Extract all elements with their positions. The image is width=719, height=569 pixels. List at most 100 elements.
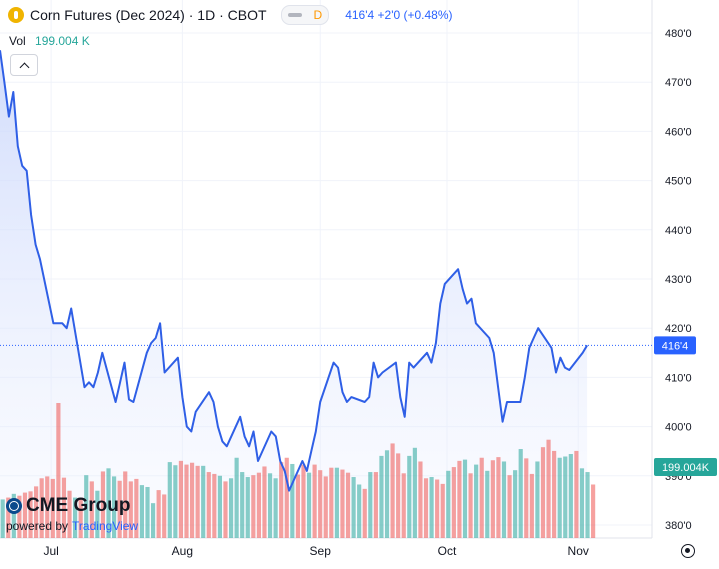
- volume-bar: [284, 457, 289, 538]
- volume-bar: [145, 486, 150, 538]
- volume-bar: [591, 484, 596, 538]
- corn-symbol-icon[interactable]: [8, 7, 24, 23]
- volume-bar: [529, 473, 534, 538]
- volume-bar: [429, 477, 434, 538]
- volume-bar: [306, 472, 312, 538]
- y-tick-label: 440'0: [665, 225, 692, 237]
- y-tick-label: 420'0: [665, 323, 692, 335]
- volume-bar: [418, 461, 423, 538]
- volume-bar: [89, 481, 94, 538]
- x-tick-label: Jul: [43, 544, 58, 558]
- volume-bar: [217, 475, 223, 538]
- volume-bar: [50, 478, 55, 538]
- last-volume-badge-text: 199.004K: [662, 462, 710, 474]
- volume-bar: [184, 464, 189, 538]
- last-volume-badge: [654, 458, 717, 476]
- volume-bar: [340, 469, 345, 538]
- volume-bar: [540, 447, 546, 538]
- x-tick-label: Sep: [310, 544, 332, 558]
- volume-value: 199.004 K: [35, 34, 90, 48]
- volume-bar: [39, 478, 44, 538]
- volume-bar: [240, 472, 245, 538]
- volume-bar: [34, 486, 39, 538]
- volume-bar: [546, 439, 551, 538]
- price-line-path: [0, 50, 588, 492]
- volume-bar: [45, 476, 50, 538]
- collapse-legend-button[interactable]: [10, 54, 38, 76]
- volume-bar: [17, 495, 22, 538]
- symbol-title[interactable]: Corn Futures (Dec 2024) · 1D · CBOT: [30, 7, 267, 23]
- volume-bar: [95, 490, 100, 538]
- volume-bar: [223, 481, 228, 538]
- volume-legend: Vol 199.004 K: [9, 34, 90, 48]
- interval-pill[interactable]: D: [280, 5, 330, 25]
- volume-bar: [11, 493, 16, 538]
- volume-bar: [73, 497, 78, 538]
- volume-bar: [507, 475, 512, 538]
- volume-bar: [279, 462, 284, 538]
- volume-bar: [373, 472, 378, 538]
- volume-bar: [490, 460, 495, 538]
- volume-bar: [267, 473, 273, 538]
- last-price-change: 416'4 +2'0 (+0.48%): [345, 8, 453, 22]
- volume-bar: [228, 478, 234, 538]
- volume-bar: [440, 483, 445, 538]
- axis-value-labels: 416'4 199.004K: [654, 336, 717, 476]
- y-axis-ticks: 380'0390'0400'0410'0420'0430'0440'0450'0…: [665, 28, 692, 532]
- volume-bar: [362, 488, 367, 538]
- volume-bar: [574, 450, 579, 538]
- volume-bar: [384, 450, 390, 538]
- volume-bar: [100, 471, 106, 538]
- interval-letter: D: [313, 8, 323, 22]
- volume-bar: [563, 456, 568, 538]
- y-tick-label: 480'0: [665, 28, 692, 40]
- volume-bars: [0, 403, 596, 538]
- volume-bar: [61, 477, 67, 538]
- volume-bar: [22, 492, 28, 538]
- volume-bar: [579, 468, 585, 538]
- volume-bar: [128, 481, 133, 538]
- x-tick-label: Nov: [568, 544, 589, 558]
- volume-bar: [368, 472, 373, 538]
- last-price-badge-text: 416'4: [662, 340, 689, 352]
- volume-bar: [357, 484, 362, 538]
- price-area: [0, 50, 588, 538]
- price-area-fill: [0, 50, 588, 538]
- volume-bar: [423, 478, 429, 538]
- volume-bar: [245, 477, 250, 538]
- volume-bar: [518, 449, 523, 538]
- volume-bar: [396, 453, 401, 538]
- volume-bar: [329, 467, 334, 538]
- volume-bar: [451, 467, 456, 538]
- cme-tradingview-logo[interactable]: CME Group powered by TradingView: [6, 495, 138, 533]
- volume-bar: [106, 468, 111, 538]
- volume-bar: [457, 460, 462, 538]
- volume-bar: [56, 403, 61, 538]
- volume-bar: [273, 478, 278, 538]
- volume-bar: [524, 458, 529, 538]
- volume-bar: [318, 470, 323, 538]
- volume-bar: [334, 467, 339, 538]
- settings-gear-icon[interactable]: [681, 544, 695, 558]
- volume-bar: [446, 470, 451, 538]
- volume-bar: [585, 472, 590, 538]
- y-tick-label: 450'0: [665, 176, 692, 188]
- volume-bar: [407, 455, 412, 538]
- volume-bar: [323, 476, 328, 538]
- volume-bar: [67, 490, 72, 538]
- volume-bar: [167, 462, 172, 538]
- volume-bar: [0, 499, 5, 538]
- volume-bar: [234, 457, 239, 538]
- volume-bar: [201, 465, 206, 538]
- x-tick-label: Oct: [438, 544, 457, 558]
- volume-bar: [535, 461, 540, 538]
- volume-bar: [351, 477, 356, 538]
- chart-header: Corn Futures (Dec 2024) · 1D · CBOT D 41…: [0, 0, 600, 30]
- y-tick-label: 460'0: [665, 126, 692, 138]
- volume-bar: [479, 457, 484, 538]
- volume-bar: [501, 461, 507, 538]
- volume-label: Vol: [9, 34, 26, 48]
- volume-bar: [112, 476, 117, 538]
